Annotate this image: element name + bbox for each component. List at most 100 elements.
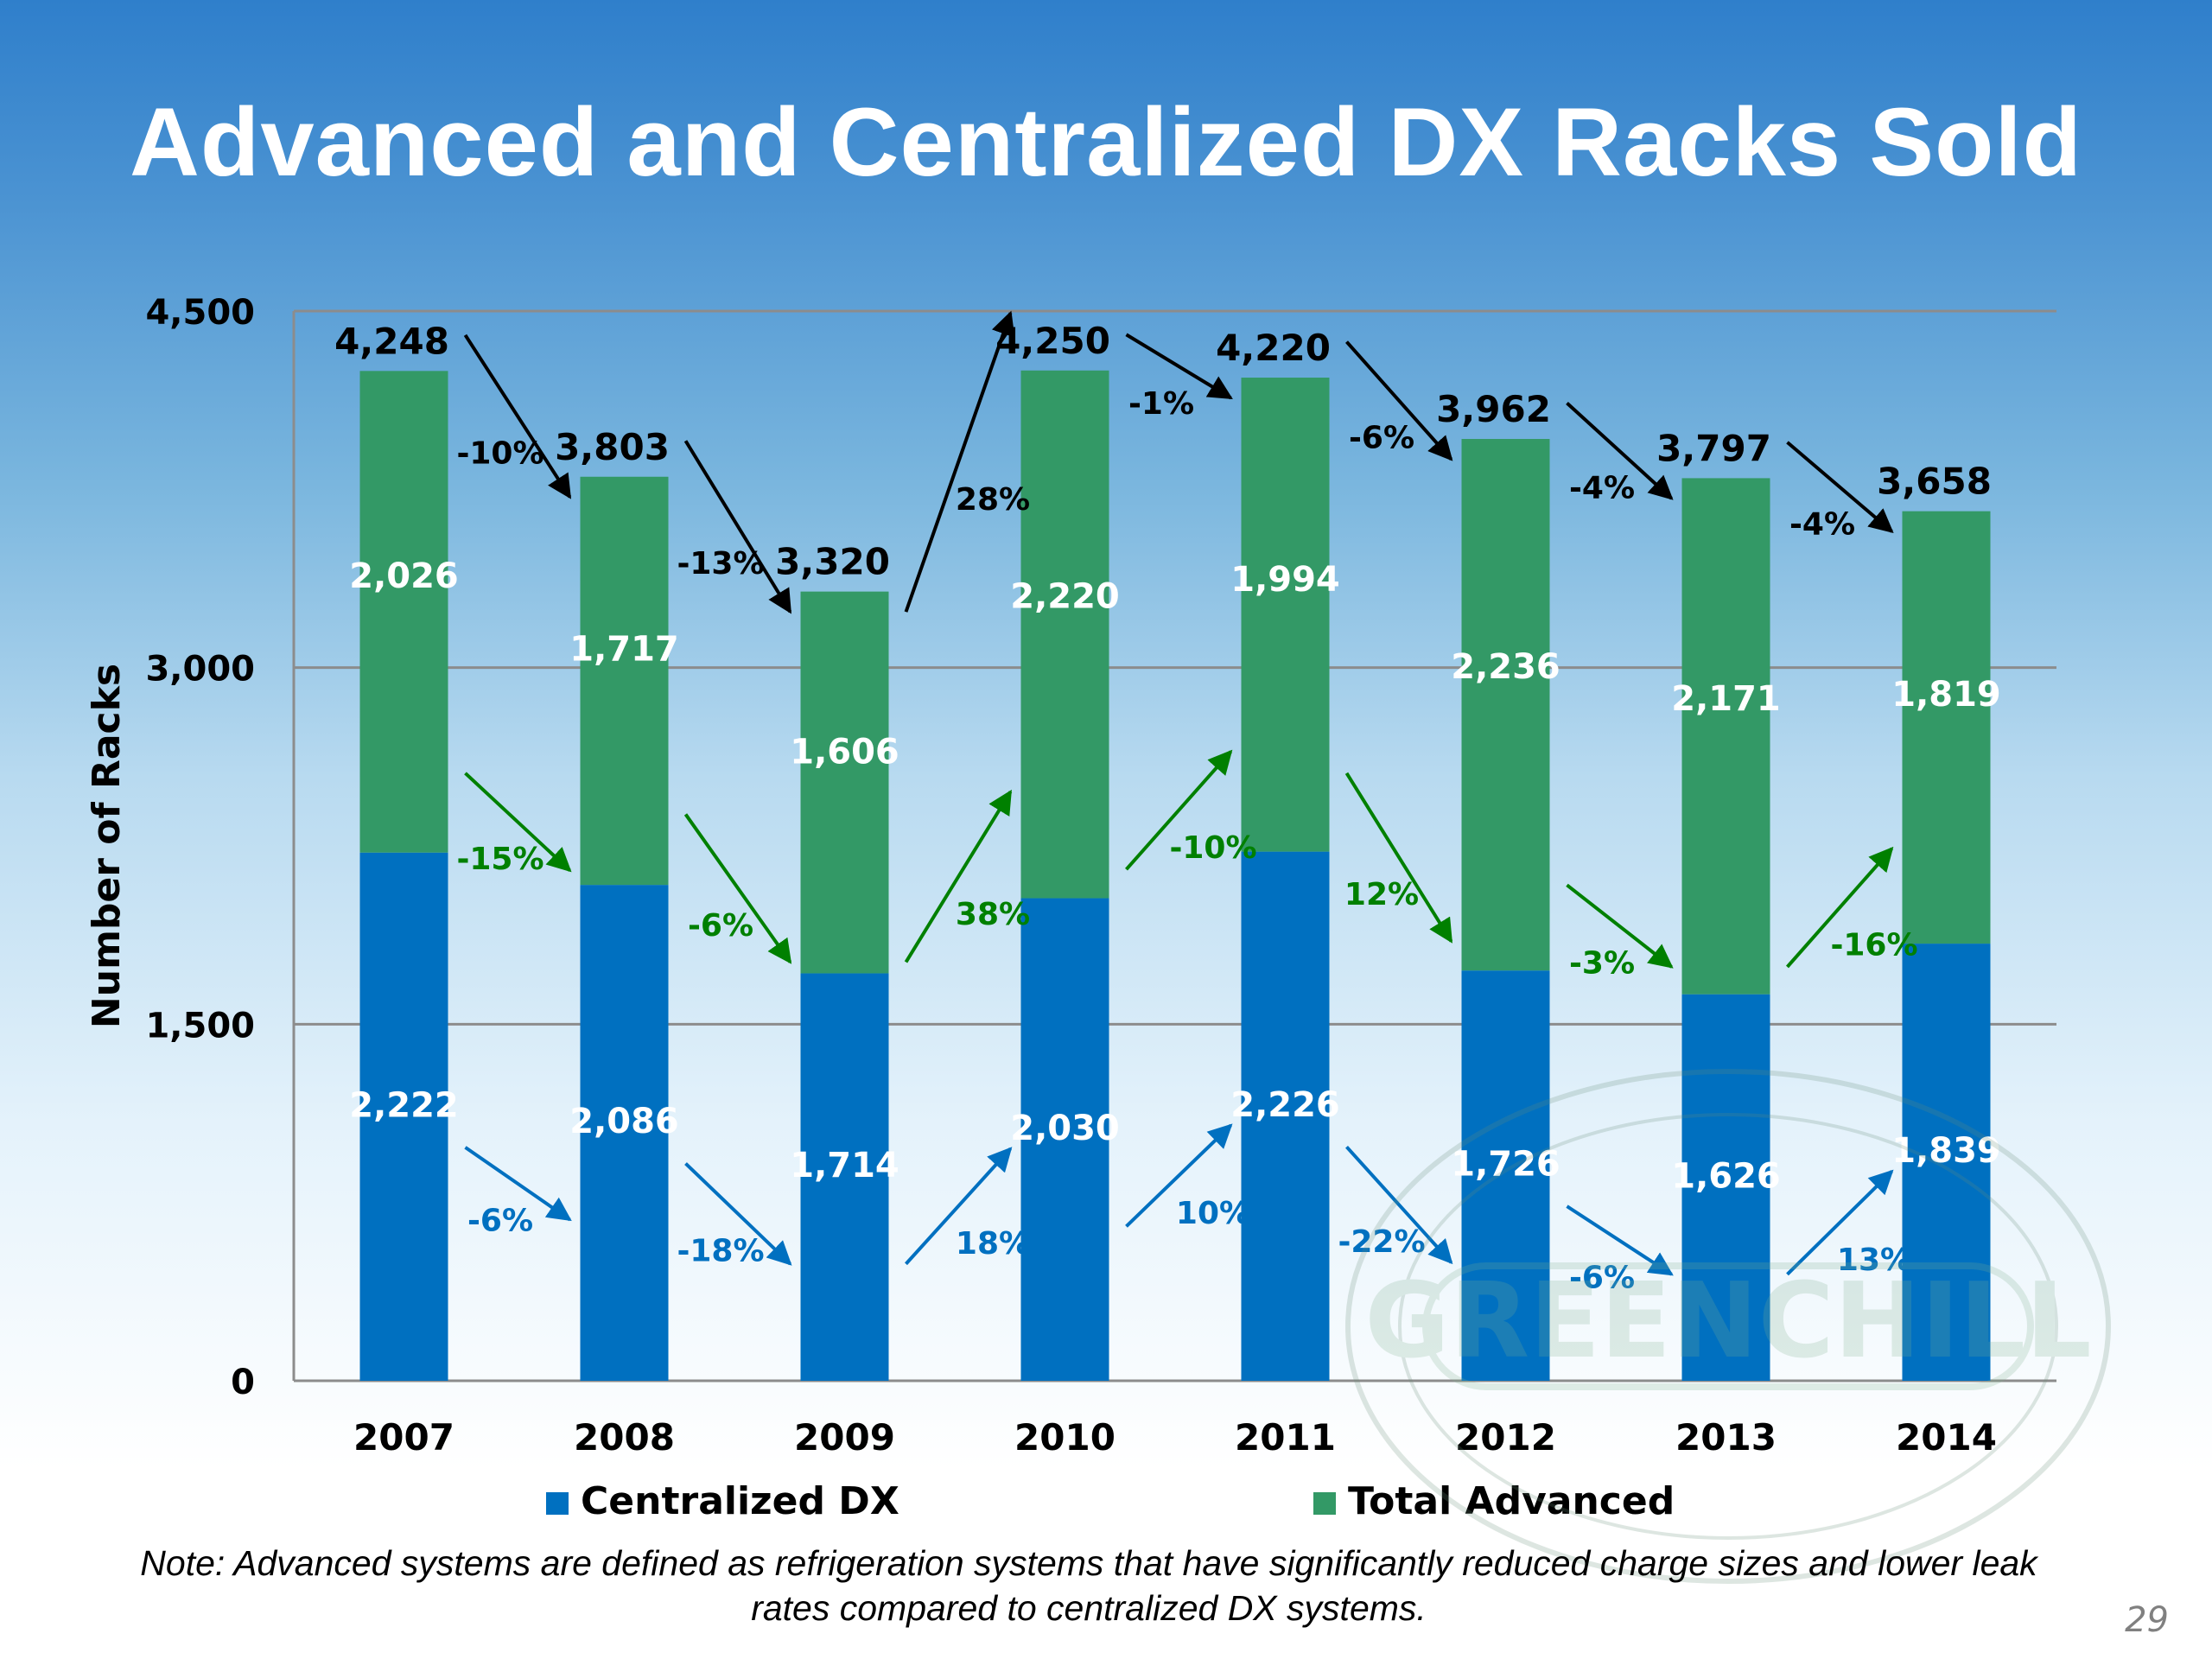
advanced-change-arrow <box>464 772 572 873</box>
total-change-label: -1% <box>1128 386 1194 422</box>
y-tick-label: 4,500 <box>145 293 255 333</box>
total-change-arrow <box>683 440 792 614</box>
centralized-change-label: 18% <box>956 1226 1030 1262</box>
bar-total-advanced <box>580 476 669 886</box>
legend: Centralized DX Total Advanced <box>546 1479 1675 1523</box>
x-tick-label: 2011 <box>1235 1416 1336 1459</box>
data-label-total-advanced: 2,171 <box>1671 679 1781 719</box>
total-change-label: -13% <box>677 546 764 582</box>
data-label-total-advanced: 2,236 <box>1451 647 1560 687</box>
total-change-label: -6% <box>1349 421 1414 456</box>
change-arrows: -10% -15% -6% -13% -6% -18% 28% 38% 18% -1% -10% 10… <box>456 310 1918 1295</box>
centralized-change-arrow <box>1566 1205 1674 1276</box>
total-change-arrow <box>1566 402 1674 500</box>
footnote: Note: Advanced systems are defined as re… <box>140 1543 2037 1628</box>
bar-centralized-dx <box>1902 944 1991 1381</box>
centralized-change-arrow <box>1345 1145 1453 1265</box>
legend-swatch-total-advanced <box>1313 1492 1336 1515</box>
data-label-centralized-dx: 2,086 <box>569 1102 679 1141</box>
data-label-total-advanced: 1,717 <box>569 629 679 669</box>
total-change-label: -4% <box>1789 507 1855 543</box>
x-tick-label: 2010 <box>1014 1416 1116 1459</box>
y-tick-label: 1,500 <box>145 1006 255 1046</box>
bar-centralized-dx <box>580 885 669 1381</box>
total-change-label: -10% <box>456 436 543 472</box>
bar-total-advanced <box>1461 439 1550 971</box>
data-label-total-advanced: 1,994 <box>1230 560 1340 600</box>
centralized-change-arrow <box>1786 1169 1894 1276</box>
total-change-arrow <box>1345 340 1453 461</box>
total-change-label: 28% <box>956 482 1030 518</box>
bar-centralized-dx <box>1461 970 1550 1381</box>
centralized-change-label: -6% <box>467 1204 533 1239</box>
total-label: 3,962 <box>1436 388 1551 430</box>
bar-centralized-dx <box>1241 851 1330 1381</box>
y-axis-title: Number of Racks <box>85 664 129 1028</box>
bar-total-advanced <box>1902 511 1991 944</box>
advanced-change-label: -10% <box>1169 830 1256 866</box>
total-label: 4,220 <box>1216 327 1331 369</box>
bar-total-advanced <box>800 591 889 974</box>
total-label: 4,250 <box>995 320 1110 362</box>
data-label-centralized-dx: 1,626 <box>1671 1156 1781 1196</box>
x-tick-label: 2014 <box>1896 1416 1997 1459</box>
x-tick-label: 2008 <box>574 1416 675 1459</box>
advanced-change-label: 38% <box>956 897 1030 932</box>
total-label: 3,320 <box>775 541 890 583</box>
centralized-change-arrow <box>905 1147 1013 1266</box>
advanced-change-label: -16% <box>1830 928 1917 963</box>
advanced-change-arrow <box>683 813 792 964</box>
data-labels: 2,222 2,026 4,248 2,086 1,717 3,803 1,714 1,606… <box>334 320 2001 1197</box>
x-tick-label: 2009 <box>794 1416 895 1459</box>
bar-centralized-dx <box>800 973 889 1381</box>
bar-centralized-dx <box>359 852 448 1381</box>
advanced-change-arrow <box>1786 846 1894 969</box>
bar-total-advanced <box>1241 378 1330 852</box>
total-change-arrow <box>463 334 572 499</box>
total-change-arrow <box>904 310 1015 613</box>
centralized-change-arrow <box>464 1146 572 1222</box>
advanced-change-label: -3% <box>1569 946 1635 982</box>
bar-total-advanced <box>1020 370 1109 899</box>
axes: 0 1,500 3,000 4,500 Number of Racks 2007 2008 2… <box>85 293 2056 1459</box>
data-label-centralized-dx: 1,714 <box>790 1146 899 1185</box>
data-label-total-advanced: 2,026 <box>349 556 459 596</box>
data-label-total-advanced: 2,220 <box>1010 577 1120 617</box>
advanced-change-arrow <box>904 789 1013 963</box>
bar-centralized-dx <box>1681 994 1770 1381</box>
data-label-centralized-dx: 1,839 <box>1891 1131 2001 1171</box>
bar-centralized-dx <box>1020 898 1109 1381</box>
y-tick-label: 0 <box>231 1363 255 1402</box>
advanced-change-arrow <box>1566 883 1674 969</box>
advanced-change-label: -6% <box>688 908 753 944</box>
total-label: 4,248 <box>334 320 449 362</box>
legend-label-total-advanced: Total Advanced <box>1348 1479 1675 1523</box>
data-label-total-advanced: 1,819 <box>1891 675 2001 715</box>
bar-total-advanced <box>359 371 448 853</box>
data-label-total-advanced: 1,606 <box>790 732 899 772</box>
data-label-centralized-dx: 2,226 <box>1230 1085 1340 1125</box>
bars <box>359 370 1991 1381</box>
x-tick-label: 2007 <box>353 1416 454 1459</box>
data-label-centralized-dx: 2,030 <box>1010 1109 1120 1148</box>
watermark-text: GREENCHILL <box>1364 1262 2091 1382</box>
centralized-change-label: 13% <box>1837 1243 1911 1278</box>
page-number: 29 <box>2125 1600 2169 1640</box>
advanced-change-label: 12% <box>1344 877 1419 912</box>
legend-label-centralized-dx: Centralized DX <box>581 1479 899 1523</box>
greenchill-seal-watermark: GREENCHILL <box>1345 1069 2111 1584</box>
centralized-change-label: -22% <box>1338 1224 1425 1260</box>
total-label: 3,658 <box>1877 461 1992 503</box>
centralized-change-arrow <box>684 1162 792 1266</box>
centralized-change-label: -18% <box>677 1234 764 1269</box>
bar-total-advanced <box>1681 478 1770 995</box>
total-change-arrow <box>1786 441 1894 533</box>
total-label: 3,803 <box>555 426 670 468</box>
total-change-arrow <box>1125 333 1233 400</box>
centralized-change-label: 10% <box>1176 1196 1250 1231</box>
x-tick-label: 2012 <box>1455 1416 1556 1459</box>
total-change-label: -4% <box>1569 471 1635 506</box>
total-label: 3,797 <box>1656 427 1771 469</box>
centralized-change-label: -6% <box>1569 1260 1635 1295</box>
